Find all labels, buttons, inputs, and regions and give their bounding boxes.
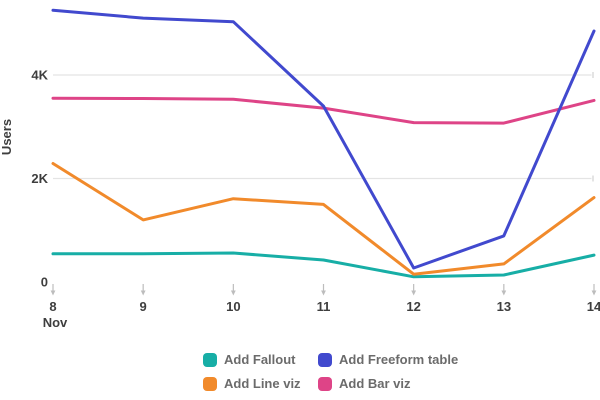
legend-item-add-freeform-table[interactable]: Add Freeform table [318, 352, 458, 367]
x-axis-tick-label: 9 [140, 299, 147, 314]
x-axis-tick-label: 13 [497, 299, 511, 314]
legend-item-add-line-viz[interactable]: Add Line viz [203, 376, 318, 391]
tick-arrow-head-icon [140, 290, 146, 296]
x-axis-tick-label: 8 [49, 299, 56, 314]
series-line-add-line-viz[interactable] [51, 162, 596, 276]
y-axis-tick-label: 2K [31, 171, 48, 186]
legend-item-add-fallout[interactable]: Add Fallout [203, 352, 318, 367]
legend-label-add-bar-viz: Add Bar viz [339, 376, 411, 391]
y-axis-title: Users [0, 119, 14, 155]
legend-label-add-freeform-table: Add Freeform table [339, 352, 459, 367]
chart-legend: Add Fallout Add Freeform table Add Line … [203, 352, 458, 391]
series-line-add-freeform-table[interactable] [51, 8, 596, 270]
legend-label-add-line-viz: Add Line viz [224, 376, 301, 391]
y-axis-tick-label: 4K [31, 68, 48, 83]
legend-swatch-teal-icon [203, 352, 217, 367]
y-axis-tick-label: 0 [41, 275, 48, 290]
line-chart: 0 2K 4K Users 8 9 10 11 12 13 14 Nov [0, 8, 600, 330]
x-axis-tick-label: 10 [226, 299, 240, 314]
tick-arrow-head-icon [501, 290, 507, 296]
x-axis-tick-label: 11 [317, 299, 331, 314]
legend-label-add-fallout: Add Fallout [224, 352, 296, 367]
tick-arrow-head-icon [230, 290, 236, 296]
legend-swatch-blue-icon [318, 352, 332, 367]
x-axis-tick-label: 14 [587, 299, 600, 314]
legend-swatch-orange-icon [203, 376, 217, 391]
series-line-add-bar-viz[interactable] [51, 96, 596, 125]
legend-swatch-pink-icon [318, 376, 332, 391]
tick-arrow-head-icon [591, 290, 597, 296]
tick-arrow-head-icon [50, 290, 56, 296]
x-axis-month-label: Nov [43, 315, 68, 330]
tick-arrow-head-icon [321, 290, 326, 296]
users-line-chart-container: 0 2K 4K Users 8 9 10 11 12 13 14 Nov [0, 8, 600, 330]
x-axis-tick-label: 12 [406, 299, 420, 314]
tick-arrow-head-icon [411, 290, 417, 296]
legend-item-add-bar-viz[interactable]: Add Bar viz [318, 376, 458, 391]
series-line-add-fallout[interactable] [51, 251, 596, 279]
